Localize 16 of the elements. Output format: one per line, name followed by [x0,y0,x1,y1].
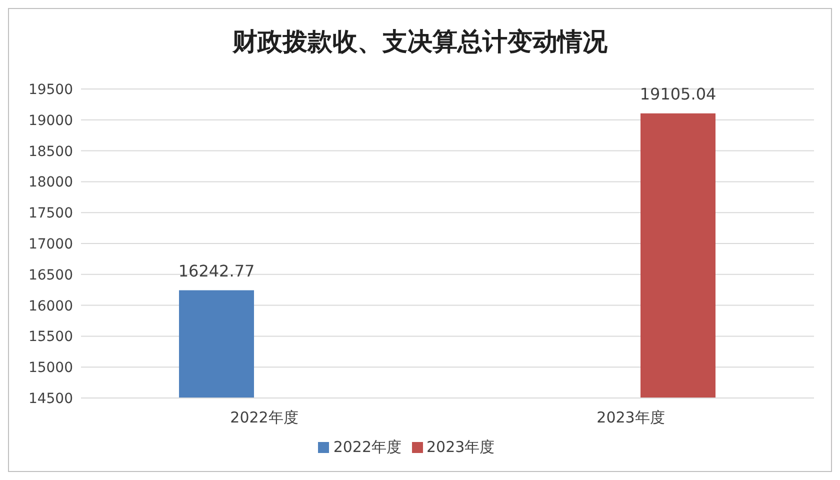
y-tick-label: 17000 [28,236,73,252]
data-label: 16242.77 [178,261,255,280]
y-tick-label: 15500 [28,329,73,346]
legend-label: 2022年度 [333,438,402,456]
y-tick-label: 16500 [28,267,73,284]
y-tick-label: 14500 [28,390,73,407]
y-tick-label: 16000 [28,298,73,314]
legend-label: 2023年度 [426,438,495,456]
data-label: 19105.04 [640,84,716,104]
y-tick-label: 15000 [28,360,73,376]
y-tick-label: 17500 [28,206,73,222]
y-tick-label: 19000 [28,112,73,129]
chart-title: 财政拨款收、支决算总计变动情况 [231,26,608,58]
y-tick-label: 19500 [28,82,73,98]
y-tick-label: 18500 [28,144,73,160]
y-tick-label: 18000 [28,174,73,191]
